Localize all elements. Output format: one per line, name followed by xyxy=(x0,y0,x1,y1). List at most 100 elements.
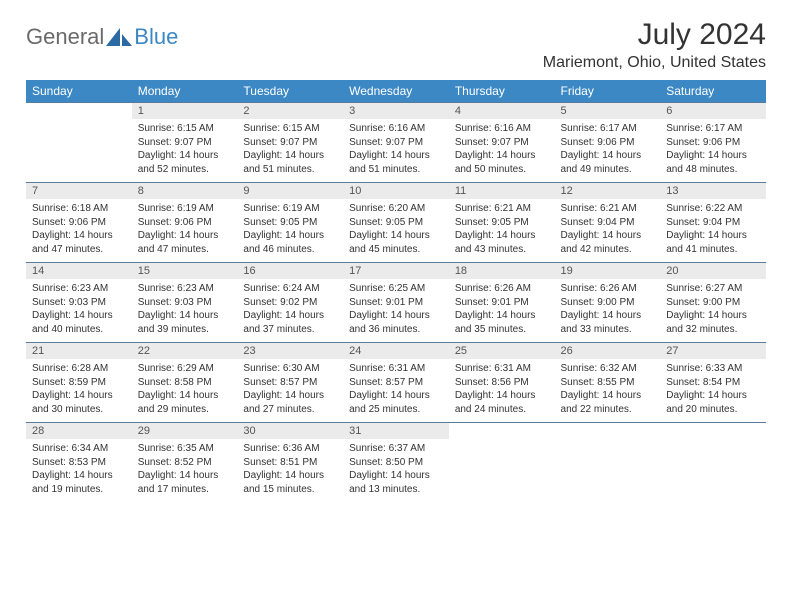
sunset-text: Sunset: 9:04 PM xyxy=(666,216,760,230)
day-header: Thursday xyxy=(449,80,555,103)
sunrise-text: Sunrise: 6:21 AM xyxy=(455,202,549,216)
sunset-text: Sunset: 8:54 PM xyxy=(666,376,760,390)
sunset-text: Sunset: 9:02 PM xyxy=(243,296,337,310)
day-body xyxy=(660,427,766,487)
daylight-text: Daylight: 14 hours and 40 minutes. xyxy=(32,309,126,336)
day-cell: 16Sunrise: 6:24 AMSunset: 9:02 PMDayligh… xyxy=(237,263,343,343)
month-title: July 2024 xyxy=(543,18,766,52)
sunset-text: Sunset: 8:57 PM xyxy=(243,376,337,390)
day-number: 5 xyxy=(555,103,661,119)
day-cell: 20Sunrise: 6:27 AMSunset: 9:00 PMDayligh… xyxy=(660,263,766,343)
sunrise-text: Sunrise: 6:26 AM xyxy=(561,282,655,296)
daylight-text: Daylight: 14 hours and 30 minutes. xyxy=(32,389,126,416)
day-cell: 13Sunrise: 6:22 AMSunset: 9:04 PMDayligh… xyxy=(660,183,766,263)
sunset-text: Sunset: 8:56 PM xyxy=(455,376,549,390)
sunset-text: Sunset: 8:52 PM xyxy=(138,456,232,470)
daylight-text: Daylight: 14 hours and 47 minutes. xyxy=(32,229,126,256)
calendar-body: 1Sunrise: 6:15 AMSunset: 9:07 PMDaylight… xyxy=(26,103,766,503)
sunrise-text: Sunrise: 6:19 AM xyxy=(138,202,232,216)
day-cell: 3Sunrise: 6:16 AMSunset: 9:07 PMDaylight… xyxy=(343,103,449,183)
day-body: Sunrise: 6:35 AMSunset: 8:52 PMDaylight:… xyxy=(132,439,238,502)
day-number: 1 xyxy=(132,103,238,119)
sunrise-text: Sunrise: 6:17 AM xyxy=(561,122,655,136)
sunrise-text: Sunrise: 6:24 AM xyxy=(243,282,337,296)
day-cell: 10Sunrise: 6:20 AMSunset: 9:05 PMDayligh… xyxy=(343,183,449,263)
day-body: Sunrise: 6:29 AMSunset: 8:58 PMDaylight:… xyxy=(132,359,238,422)
day-number: 12 xyxy=(555,183,661,199)
daylight-text: Daylight: 14 hours and 47 minutes. xyxy=(138,229,232,256)
location: Mariemont, Ohio, United States xyxy=(543,54,766,72)
sunset-text: Sunset: 9:00 PM xyxy=(666,296,760,310)
day-body: Sunrise: 6:15 AMSunset: 9:07 PMDaylight:… xyxy=(237,119,343,182)
daylight-text: Daylight: 14 hours and 22 minutes. xyxy=(561,389,655,416)
day-cell: 18Sunrise: 6:26 AMSunset: 9:01 PMDayligh… xyxy=(449,263,555,343)
day-number: 16 xyxy=(237,263,343,279)
day-number: 26 xyxy=(555,343,661,359)
sunrise-text: Sunrise: 6:27 AM xyxy=(666,282,760,296)
sail-icon xyxy=(106,28,132,46)
daylight-text: Daylight: 14 hours and 29 minutes. xyxy=(138,389,232,416)
day-number: 6 xyxy=(660,103,766,119)
week-row: 28Sunrise: 6:34 AMSunset: 8:53 PMDayligh… xyxy=(26,423,766,503)
day-number: 29 xyxy=(132,423,238,439)
day-body xyxy=(449,427,555,487)
sunset-text: Sunset: 9:07 PM xyxy=(455,136,549,150)
day-body: Sunrise: 6:19 AMSunset: 9:06 PMDaylight:… xyxy=(132,199,238,262)
day-cell: 5Sunrise: 6:17 AMSunset: 9:06 PMDaylight… xyxy=(555,103,661,183)
day-number: 14 xyxy=(26,263,132,279)
day-body: Sunrise: 6:25 AMSunset: 9:01 PMDaylight:… xyxy=(343,279,449,342)
day-number: 10 xyxy=(343,183,449,199)
sunrise-text: Sunrise: 6:34 AM xyxy=(32,442,126,456)
day-body: Sunrise: 6:31 AMSunset: 8:56 PMDaylight:… xyxy=(449,359,555,422)
day-cell: 12Sunrise: 6:21 AMSunset: 9:04 PMDayligh… xyxy=(555,183,661,263)
day-cell: 27Sunrise: 6:33 AMSunset: 8:54 PMDayligh… xyxy=(660,343,766,423)
day-cell: 9Sunrise: 6:19 AMSunset: 9:05 PMDaylight… xyxy=(237,183,343,263)
day-body: Sunrise: 6:16 AMSunset: 9:07 PMDaylight:… xyxy=(343,119,449,182)
sunrise-text: Sunrise: 6:17 AM xyxy=(666,122,760,136)
day-body: Sunrise: 6:33 AMSunset: 8:54 PMDaylight:… xyxy=(660,359,766,422)
day-number: 15 xyxy=(132,263,238,279)
day-body: Sunrise: 6:23 AMSunset: 9:03 PMDaylight:… xyxy=(132,279,238,342)
sunrise-text: Sunrise: 6:22 AM xyxy=(666,202,760,216)
day-cell xyxy=(660,423,766,503)
day-cell: 7Sunrise: 6:18 AMSunset: 9:06 PMDaylight… xyxy=(26,183,132,263)
sunrise-text: Sunrise: 6:16 AM xyxy=(455,122,549,136)
day-body: Sunrise: 6:16 AMSunset: 9:07 PMDaylight:… xyxy=(449,119,555,182)
sunrise-text: Sunrise: 6:33 AM xyxy=(666,362,760,376)
day-body: Sunrise: 6:26 AMSunset: 9:00 PMDaylight:… xyxy=(555,279,661,342)
sunrise-text: Sunrise: 6:32 AM xyxy=(561,362,655,376)
day-cell: 24Sunrise: 6:31 AMSunset: 8:57 PMDayligh… xyxy=(343,343,449,423)
sunrise-text: Sunrise: 6:20 AM xyxy=(349,202,443,216)
title-block: July 2024 Mariemont, Ohio, United States xyxy=(543,18,766,72)
sunset-text: Sunset: 9:05 PM xyxy=(349,216,443,230)
day-body: Sunrise: 6:15 AMSunset: 9:07 PMDaylight:… xyxy=(132,119,238,182)
day-cell xyxy=(449,423,555,503)
daylight-text: Daylight: 14 hours and 43 minutes. xyxy=(455,229,549,256)
sunset-text: Sunset: 8:53 PM xyxy=(32,456,126,470)
sunrise-text: Sunrise: 6:31 AM xyxy=(455,362,549,376)
day-body: Sunrise: 6:26 AMSunset: 9:01 PMDaylight:… xyxy=(449,279,555,342)
day-cell: 19Sunrise: 6:26 AMSunset: 9:00 PMDayligh… xyxy=(555,263,661,343)
sunset-text: Sunset: 9:05 PM xyxy=(455,216,549,230)
sunset-text: Sunset: 9:01 PM xyxy=(455,296,549,310)
day-body: Sunrise: 6:18 AMSunset: 9:06 PMDaylight:… xyxy=(26,199,132,262)
sunset-text: Sunset: 8:50 PM xyxy=(349,456,443,470)
day-body: Sunrise: 6:34 AMSunset: 8:53 PMDaylight:… xyxy=(26,439,132,502)
day-cell xyxy=(26,103,132,183)
sunset-text: Sunset: 9:06 PM xyxy=(666,136,760,150)
logo: General Blue xyxy=(26,18,178,50)
sunrise-text: Sunrise: 6:37 AM xyxy=(349,442,443,456)
day-body: Sunrise: 6:30 AMSunset: 8:57 PMDaylight:… xyxy=(237,359,343,422)
daylight-text: Daylight: 14 hours and 19 minutes. xyxy=(32,469,126,496)
daylight-text: Daylight: 14 hours and 35 minutes. xyxy=(455,309,549,336)
daylight-text: Daylight: 14 hours and 27 minutes. xyxy=(243,389,337,416)
day-number: 21 xyxy=(26,343,132,359)
day-body xyxy=(26,107,132,167)
logo-text-general: General xyxy=(26,24,104,50)
sunset-text: Sunset: 8:59 PM xyxy=(32,376,126,390)
day-cell: 6Sunrise: 6:17 AMSunset: 9:06 PMDaylight… xyxy=(660,103,766,183)
daylight-text: Daylight: 14 hours and 15 minutes. xyxy=(243,469,337,496)
sunrise-text: Sunrise: 6:15 AM xyxy=(138,122,232,136)
sunrise-text: Sunrise: 6:21 AM xyxy=(561,202,655,216)
daylight-text: Daylight: 14 hours and 24 minutes. xyxy=(455,389,549,416)
